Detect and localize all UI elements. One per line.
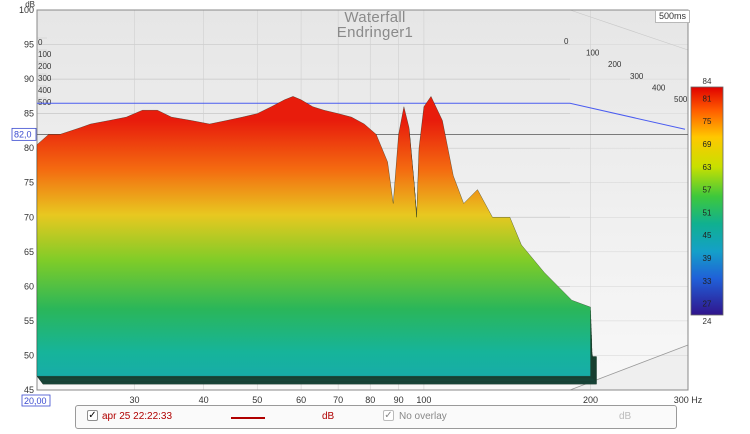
time-tick-right: 500 — [674, 95, 688, 104]
series-line-swatch — [231, 417, 265, 419]
x-tick-label: 50 — [252, 395, 262, 405]
measurement-label[interactable]: apr 25 22:22:33 — [102, 411, 173, 422]
y-tick-label: 65 — [24, 247, 34, 257]
cursor-freq-label: 20,00 — [24, 396, 47, 406]
y-tick-label: 70 — [24, 212, 34, 222]
x-tick-label: 80 — [365, 395, 375, 405]
y-tick-label: 90 — [24, 74, 34, 84]
time-tick-left: 0 — [38, 38, 43, 47]
colorbar-tick-label: 27 — [703, 300, 712, 309]
colorbar-tick-label: 84 — [703, 77, 712, 86]
y-tick-label: 55 — [24, 316, 34, 326]
x-tick-label: 90 — [394, 395, 404, 405]
time-tick-right: 100 — [586, 49, 600, 58]
y-tick-label: 85 — [24, 109, 34, 119]
time-tick-right: 200 — [608, 60, 622, 69]
colorbar-tick-label: 45 — [703, 231, 712, 240]
time-tick-right: 400 — [652, 83, 666, 92]
colorbar-tick-label: 69 — [703, 140, 712, 149]
y-tick-label: 80 — [24, 143, 34, 153]
chart-subtitle: Endringer1 — [336, 24, 414, 41]
colorbar-tick-label: 24 — [703, 317, 712, 326]
time-tick-left: 200 — [38, 62, 52, 71]
time-tick-left: 400 — [38, 86, 52, 95]
cursor-freq-box — [21, 394, 51, 407]
time-window-label[interactable]: 500ms — [655, 10, 691, 23]
x-tick-label: 300 Hz — [674, 395, 703, 405]
overlay-bar: ✓ apr 25 22:22:33 dB ✓ No overlay dB — [75, 405, 677, 429]
colorbar-tick-label: 63 — [703, 163, 712, 172]
time-tick-right: 300 — [630, 72, 644, 81]
measurement-checkbox[interactable]: ✓ — [87, 410, 98, 421]
cursor-db-label: 82,0 — [14, 129, 32, 139]
x-tick-label: 70 — [333, 395, 343, 405]
y-tick-label: 100 — [19, 5, 34, 15]
x-tick-label: 100 — [416, 395, 431, 405]
colorbar-tick-label: 39 — [703, 254, 712, 263]
overlay-label[interactable]: No overlay — [399, 411, 447, 422]
y-tick-label: 75 — [24, 178, 34, 188]
waterfall-slice — [36, 95, 591, 377]
colorbar-tick-label: 75 — [703, 117, 712, 126]
depth-line-top — [569, 9, 689, 51]
x-tick-label: 60 — [296, 395, 306, 405]
series-unit: dB — [322, 411, 335, 422]
chart-title: Waterfall — [344, 9, 406, 26]
colorbar — [690, 86, 724, 316]
overlay-checkbox[interactable]: ✓ — [383, 410, 394, 421]
y-tick-label: 60 — [24, 281, 34, 291]
time-tick-left: 300 — [38, 74, 52, 83]
time-tick-left: 100 — [38, 50, 52, 59]
reference-line — [37, 102, 686, 130]
overlay-unit: dB — [619, 411, 632, 422]
colorbar-tick-label: 33 — [703, 277, 712, 286]
y-tick-label: 95 — [24, 40, 34, 50]
time-tick-right: 0 — [564, 37, 569, 46]
y-tick-label: 45 — [24, 385, 34, 395]
colorbar-tick-label: 57 — [703, 186, 712, 195]
time-tick-left: 500 — [38, 98, 52, 107]
x-tick-label: 40 — [199, 395, 209, 405]
y-unit-label: dB — [25, 0, 35, 9]
x-tick-label: 30 — [129, 395, 139, 405]
x-tick-label: 200 — [583, 395, 598, 405]
colorbar-tick-label: 51 — [703, 208, 712, 217]
y-tick-label: 50 — [24, 350, 34, 360]
cursor-db-box — [11, 127, 37, 141]
colorbar-tick-label: 81 — [703, 94, 712, 103]
